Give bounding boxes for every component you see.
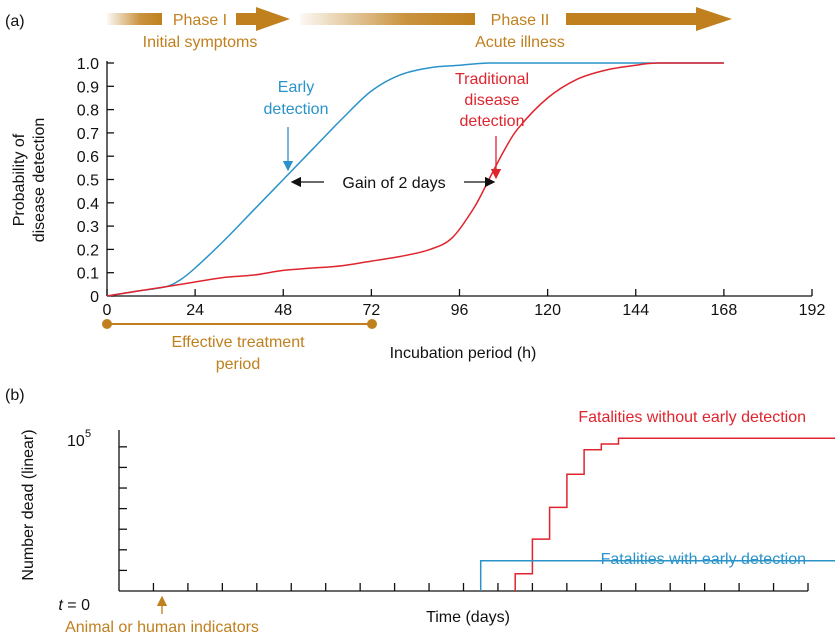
treatment-period-end-dot	[367, 319, 377, 329]
chart-b-y-axis-label: Number dead (linear)	[20, 429, 37, 580]
chart-b: Number dead (linear) 10 5 t = 0 Animal o…	[20, 409, 835, 636]
early-detection-curve	[106, 62, 724, 297]
phase-2-arrow-head	[696, 7, 732, 31]
chart-a-y-axis-label-line: Probability of	[11, 133, 28, 226]
fatalities-without-line	[514, 437, 835, 591]
chart-a-x-tick-label: 96	[451, 302, 469, 319]
early-detection-label-line-1: Early	[278, 79, 314, 96]
treatment-period-label-line-2: period	[216, 356, 260, 373]
early-detection-label-line-2: detection	[264, 101, 329, 118]
svg-text:t = 0: t = 0	[58, 597, 90, 614]
chart-a-y-axis-label-line: disease detection	[31, 118, 48, 243]
phase-2-banner: Phase II Acute illness	[300, 7, 732, 51]
treatment-period-label-line-1: Effective treatment	[171, 334, 305, 351]
chart-b-y-tick-label-1e5: 10 5	[67, 428, 91, 450]
chart-a-y-tick-label: 0.7	[77, 126, 99, 143]
chart-a-y-tick-label: 0.6	[77, 149, 99, 166]
chart-a-x-tick-label: 24	[186, 302, 204, 319]
chart-a-x-tick-label: 192	[799, 302, 826, 319]
phase-1-banner: Phase I Initial symptoms	[107, 7, 290, 51]
chart-a-axes	[106, 61, 812, 297]
chart-a-x-tick-label: 72	[362, 302, 380, 319]
treatment-period-start-dot	[102, 319, 112, 329]
chart-a-x-tick-label: 144	[622, 302, 649, 319]
chart-a-y-tick-label: 0.2	[77, 242, 99, 259]
treatment-period: Effective treatment period	[102, 319, 377, 373]
chart-a-y-axis-label: Probability of disease detection	[11, 118, 48, 243]
traditional-detection-label-line-3: detection	[460, 113, 525, 130]
early-detection-label: Early detection	[264, 79, 329, 118]
t-zero-label: t = 0	[58, 597, 90, 614]
traditional-detection-curve	[106, 62, 724, 297]
traditional-detection-label-line-2: disease	[464, 92, 519, 109]
chart-b-series	[479, 437, 835, 591]
chart-a-y-tick-label: 0.9	[77, 79, 99, 96]
gain-label: Gain of 2 days	[342, 175, 445, 192]
t-symbol: t	[58, 597, 63, 614]
chart-b-x-axis-label: Time (days)	[426, 609, 510, 626]
chart-a-y-tick-label: 0.4	[77, 196, 99, 213]
chart-a: 0 24 48 72 96 120 144 168 192 0 0.1 0.2 0.3 0.4 0.5 0.6…	[11, 56, 825, 373]
chart-a-y-tick-label: 0.1	[77, 266, 99, 283]
phase-1-arrow-tail	[107, 13, 162, 25]
chart-a-y-tick-label: 1.0	[77, 56, 99, 73]
chart-a-y-tick-label: 0.8	[77, 103, 99, 120]
y-tick-base: 10	[67, 433, 85, 450]
phase-1-title: Phase I	[173, 12, 227, 29]
traditional-detection-label-line-1: Traditional	[455, 71, 529, 88]
fatalities-with-line	[479, 559, 835, 591]
chart-a-ticks: 0 24 48 72 96 120 144 168 192 0 0.1 0.2 0.3 0.4 0.5 0.6…	[77, 56, 826, 319]
chart-a-x-axis-label: Incubation period (h)	[390, 345, 537, 362]
phase-2-arrow-tail	[300, 13, 475, 25]
chart-a-x-tick-label: 0	[103, 302, 112, 319]
chart-b-ticks	[119, 446, 809, 591]
phase-2-title: Phase II	[491, 12, 550, 29]
t-equals-zero: = 0	[63, 597, 90, 614]
chart-a-y-tick-label: 0.3	[77, 219, 99, 236]
chart-a-y-tick-label: 0.5	[77, 173, 99, 190]
fatalities-without-label: Fatalities without early detection	[578, 409, 806, 426]
chart-a-y-tick-label: 0	[90, 289, 99, 306]
traditional-detection-label: Traditional disease detection	[455, 71, 529, 130]
phase-1-arrow-shaft	[236, 13, 256, 25]
chart-a-x-tick-label: 120	[534, 302, 561, 319]
phase-2-subtitle: Acute illness	[475, 34, 565, 51]
fatalities-with-label: Fatalities with early detection	[601, 551, 806, 568]
phase-1-arrow-head	[256, 7, 290, 31]
indicator-label: Animal or human indicators	[65, 619, 259, 636]
chart-a-x-tick-label: 168	[711, 302, 738, 319]
phase-1-subtitle: Initial symptoms	[143, 34, 258, 51]
chart-a-series	[106, 62, 724, 297]
y-tick-exponent: 5	[85, 428, 91, 440]
panel-label-b: (b)	[5, 387, 25, 404]
panel-label-a: (a)	[5, 13, 25, 30]
chart-a-x-tick-label: 48	[274, 302, 292, 319]
phase-2-arrow-shaft	[566, 13, 696, 25]
